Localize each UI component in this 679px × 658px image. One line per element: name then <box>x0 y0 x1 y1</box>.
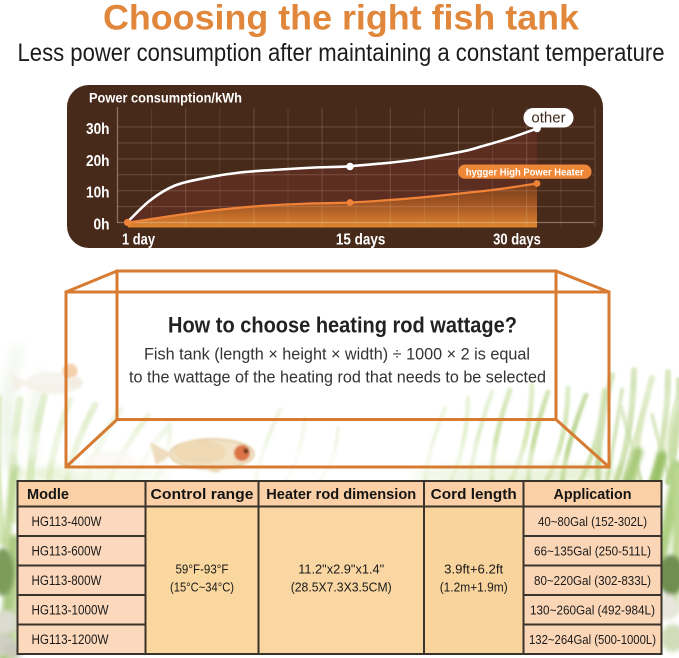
svg-text:130~260Gal (492-984L): 130~260Gal (492-984L) <box>530 603 655 617</box>
svg-text:30h: 30h <box>86 121 110 138</box>
svg-text:Modle: Modle <box>27 486 69 503</box>
svg-text:59°F-93°F: 59°F-93°F <box>176 562 229 577</box>
svg-text:132~264Gal (500-1000L): 132~264Gal (500-1000L) <box>529 633 656 647</box>
svg-text:30 days: 30 days <box>493 232 541 249</box>
svg-text:80~220Gal (302-833L): 80~220Gal (302-833L) <box>534 574 651 588</box>
svg-text:HG113-1200W: HG113-1200W <box>32 632 109 647</box>
svg-text:Choosing the right fish tank: Choosing the right fish tank <box>103 0 580 38</box>
svg-text:Cord length: Cord length <box>431 486 517 503</box>
svg-text:0h: 0h <box>94 216 110 233</box>
svg-text:Fish tank (length × height × w: Fish tank (length × height × width) ÷ 10… <box>144 345 530 364</box>
svg-text:15 days: 15 days <box>336 232 386 249</box>
svg-text:Heater rod dimension: Heater rod dimension <box>266 486 416 503</box>
svg-text:(1.2m+1.9m): (1.2m+1.9m) <box>440 580 508 595</box>
svg-text:40~80Gal (152-302L): 40~80Gal (152-302L) <box>538 515 647 529</box>
svg-text:10h: 10h <box>86 185 110 202</box>
svg-text:hygger High Power Heater: hygger High Power Heater <box>466 166 584 178</box>
svg-text:(28.5X7.3X3.5CM): (28.5X7.3X3.5CM) <box>291 580 392 595</box>
svg-text:20h: 20h <box>86 153 110 170</box>
svg-text:HG113-600W: HG113-600W <box>32 544 102 559</box>
svg-text:3.9ft+6.2ft: 3.9ft+6.2ft <box>444 562 503 577</box>
svg-text:HG113-1000W: HG113-1000W <box>32 602 109 617</box>
svg-text:Power consumption/kWh: Power consumption/kWh <box>89 91 242 106</box>
svg-text:11.2"x2.9"x1.4": 11.2"x2.9"x1.4" <box>298 562 384 577</box>
svg-text:1 day: 1 day <box>122 232 155 249</box>
svg-text:HG113-800W: HG113-800W <box>32 573 102 588</box>
svg-text:Application: Application <box>554 486 632 503</box>
svg-text:66~135Gal (250-511L): 66~135Gal (250-511L) <box>534 545 651 559</box>
svg-text:Control range: Control range <box>151 486 254 503</box>
svg-text:(15°C~34°C): (15°C~34°C) <box>170 580 234 595</box>
svg-text:How to choose heating rod watt: How to choose heating rod wattage? <box>168 313 517 338</box>
svg-text:Less power consumption after m: Less power consumption after maintaining… <box>18 39 665 67</box>
svg-text:to the wattage of the heating: to the wattage of the heating rod that n… <box>129 368 546 387</box>
svg-text:other: other <box>531 110 565 127</box>
svg-text:HG113-400W: HG113-400W <box>32 514 102 529</box>
